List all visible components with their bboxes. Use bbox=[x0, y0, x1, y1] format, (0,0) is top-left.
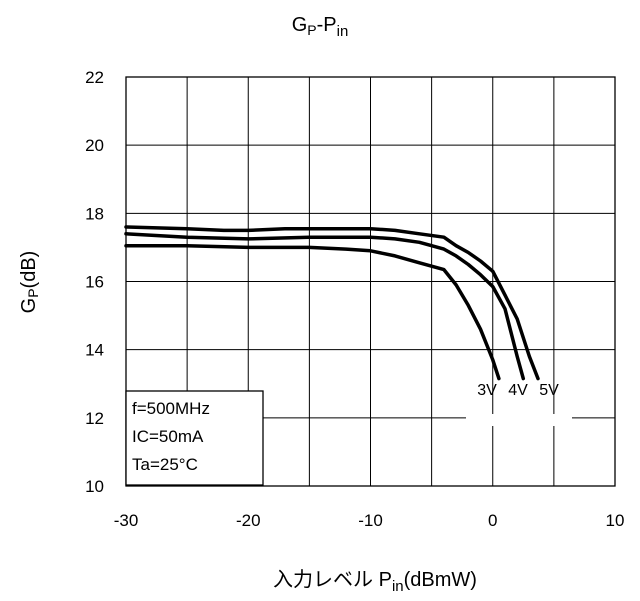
series-layer bbox=[124, 225, 540, 381]
x-tick-label: -20 bbox=[236, 511, 261, 530]
label-mask bbox=[466, 414, 572, 426]
series-label-3v: 3V bbox=[477, 382, 497, 399]
x-axis-title: 入力レベル Pin(dBmW) bbox=[273, 568, 477, 595]
x-tick-label: -30 bbox=[114, 511, 139, 530]
y-tick-label: 12 bbox=[85, 409, 104, 428]
y-tick-label: 22 bbox=[85, 68, 104, 87]
y-tick-label: 20 bbox=[85, 136, 104, 155]
note-frequency: f=500MHz bbox=[132, 399, 210, 418]
note-temperature: Ta=25°C bbox=[132, 455, 198, 474]
note-current: IC=50mA bbox=[132, 427, 204, 446]
y-tick-label: 10 bbox=[85, 477, 104, 496]
tick-labels: -30 -20 -10 0 10 10 12 14 16 18 20 22 bbox=[85, 68, 624, 530]
chart-title: GP-Pin bbox=[292, 14, 349, 40]
series-label-5v: 5V bbox=[539, 382, 559, 399]
plot-frame bbox=[125, 76, 616, 487]
y-axis-title: GP(dB) bbox=[18, 251, 41, 314]
series-label-4v: 4V bbox=[508, 382, 528, 399]
grid bbox=[125, 76, 616, 487]
series-line-3v bbox=[124, 243, 501, 381]
series-line-5v bbox=[124, 225, 540, 381]
series-line-4v bbox=[124, 232, 526, 381]
x-tick-label: 10 bbox=[606, 511, 625, 530]
x-tick-label: 0 bbox=[488, 511, 497, 530]
y-tick-label: 14 bbox=[85, 341, 104, 360]
y-tick-label: 16 bbox=[85, 273, 104, 292]
x-tick-label: -10 bbox=[358, 511, 383, 530]
y-tick-label: 18 bbox=[85, 204, 104, 223]
conditions-box: f=500MHz IC=50mA Ta=25°C bbox=[125, 390, 264, 486]
